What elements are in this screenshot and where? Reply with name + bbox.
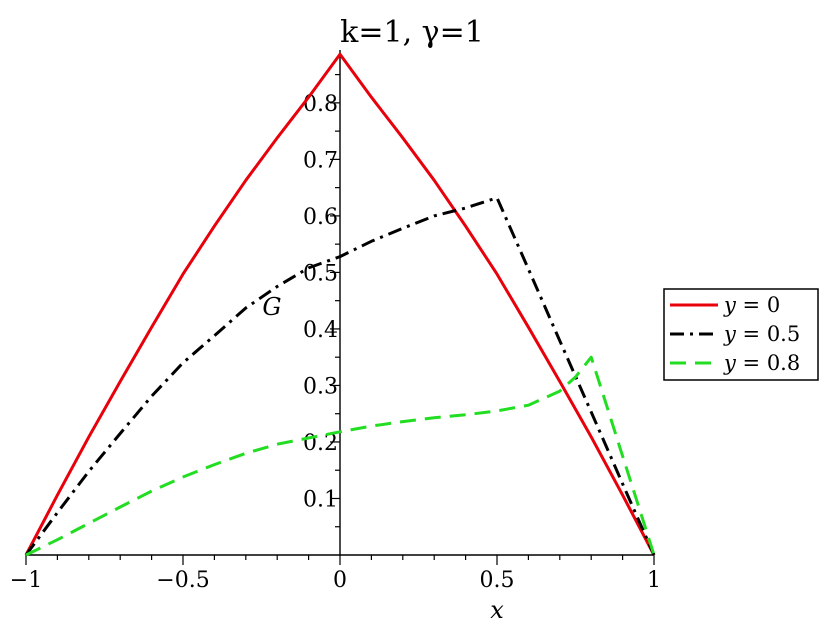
y-tick-label: 0.7 <box>303 148 338 173</box>
y-tick-label: 0.3 <box>303 374 338 399</box>
series-line-3 <box>25 355 656 557</box>
y-tick-label: 0.5 <box>303 261 338 286</box>
y-axis: 0.10.20.30.40.50.60.70.8 <box>303 50 341 555</box>
series-line-1 <box>24 52 656 556</box>
x-axis: −1 −0.5 0 0.5 1 <box>10 554 661 593</box>
legend-entry-label: y = 0.8 <box>723 351 800 375</box>
y-tick-label: 0.1 <box>303 487 338 512</box>
x-tick-label: 0 <box>333 568 347 593</box>
plot-series <box>24 52 656 557</box>
legend-entry-label: y = 0.5 <box>723 322 800 346</box>
x-tick-label: −1 <box>10 568 42 593</box>
y-tick-label: 0.6 <box>303 205 338 230</box>
chart-title: k=1, γ=1 <box>340 15 484 50</box>
x-tick-label: 1 <box>647 568 661 593</box>
y-tick-label: 0.4 <box>303 318 338 343</box>
x-axis-label: x <box>490 596 504 624</box>
legend: y = 0 y = 0.5 y = 0.8 <box>663 288 819 381</box>
series-line-2 <box>24 196 656 556</box>
legend-entry-label: y = 0 <box>723 293 780 317</box>
y-axis-label: G <box>262 293 281 321</box>
x-tick-label: −0.5 <box>156 568 209 593</box>
y-tick-label: 0.2 <box>303 431 338 456</box>
x-tick-label: 0.5 <box>480 568 515 593</box>
